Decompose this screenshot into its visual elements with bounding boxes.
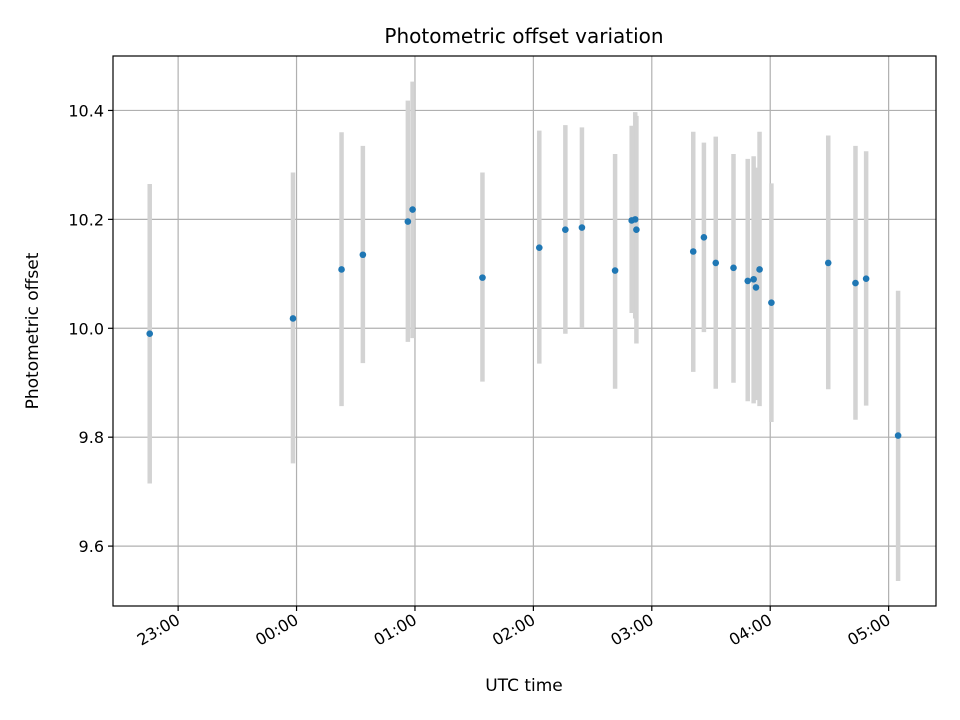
data-point: [756, 266, 763, 273]
x-axis-label: UTC time: [485, 676, 563, 696]
data-point: [752, 284, 760, 291]
data-point: [689, 248, 697, 255]
chart-title: Photometric offset variation: [384, 24, 663, 48]
y-axis-label: Photometric offset: [23, 252, 43, 409]
data-point: [359, 251, 367, 259]
y-tick-label: 10.2: [68, 210, 104, 229]
data-point: [611, 267, 619, 274]
data-point: [578, 224, 586, 231]
data-point: [404, 218, 412, 225]
data-point: [633, 226, 640, 234]
y-tick-label: 10.4: [68, 101, 104, 120]
data-point: [730, 264, 737, 272]
data-point: [750, 275, 757, 283]
plot-frame: [112, 55, 937, 607]
y-tick-label: 10.0: [68, 319, 104, 338]
data-point: [289, 315, 297, 322]
data-point: [824, 259, 832, 267]
data-point: [894, 432, 902, 439]
data-point: [631, 216, 639, 223]
y-tick-label: 9.6: [79, 537, 104, 556]
data-point: [409, 206, 416, 213]
data-point: [744, 277, 752, 285]
y-tick-label: 9.8: [79, 428, 104, 447]
data-point: [862, 275, 870, 283]
data-point: [146, 330, 154, 338]
data-point: [562, 226, 569, 234]
data-point: [536, 244, 543, 251]
data-point: [338, 266, 345, 273]
y-axis-ticks: 9.6 9.8 10.0 10.2 10.4: [68, 101, 113, 556]
data-point: [479, 274, 486, 281]
data-point: [700, 234, 708, 241]
data-point: [852, 279, 859, 287]
data-point: [712, 259, 720, 267]
data-point: [768, 299, 775, 306]
data-points: [146, 206, 902, 439]
